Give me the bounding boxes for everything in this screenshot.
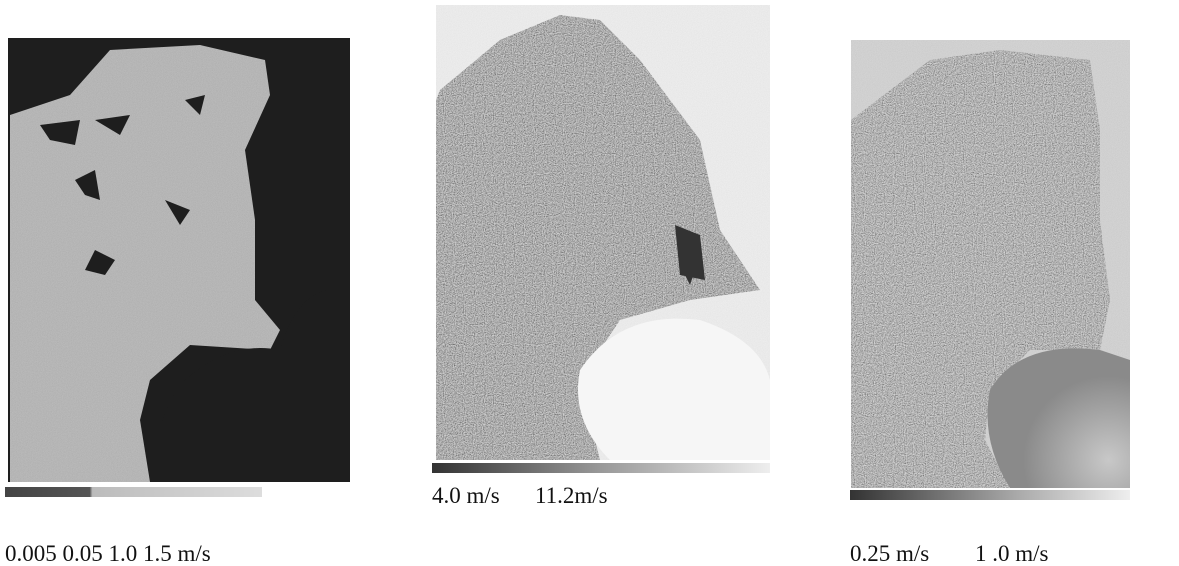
panel-3 (850, 40, 1130, 500)
panel-1 (5, 38, 350, 497)
bay-region (988, 348, 1131, 488)
colorbar (850, 490, 1130, 500)
panel-2 (432, 5, 770, 473)
colorbar-label: 11.2m/s (535, 483, 608, 508)
colorbar-label: 0.25 m/s (850, 541, 929, 566)
colorbar-label: 1 .0 m/s (975, 541, 1049, 566)
page: 0.005 0.05 1.0 1.5 m/s 4.0 m/s 11.2m/s 0… (0, 0, 1179, 566)
colorbar (432, 463, 770, 473)
colorbar (5, 487, 262, 497)
figure: 0.005 0.05 1.0 1.5 m/s 4.0 m/s 11.2m/s 0… (0, 0, 1179, 566)
colorbar-label: 4.0 m/s (432, 483, 500, 508)
colorbar-label: 0.005 0.05 1.0 1.5 m/s (5, 541, 211, 566)
